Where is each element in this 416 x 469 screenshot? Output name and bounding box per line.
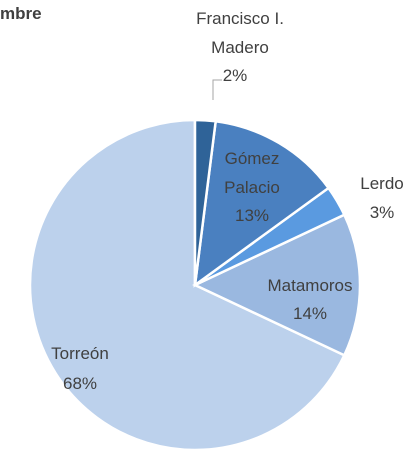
- pie-slice: [28, 118, 346, 452]
- slice-label: Lerdo: [360, 174, 404, 193]
- value-label: 2%: [222, 66, 248, 85]
- slice-label: Francisco I. Madero: [196, 9, 284, 57]
- value-label: 3%: [369, 203, 395, 222]
- pie-slice: [192, 213, 362, 357]
- value-label: 14%: [292, 304, 328, 323]
- pie-slice: [193, 119, 331, 288]
- slice-label: Gómez Palacio: [224, 149, 280, 197]
- value-label: 68%: [62, 374, 98, 393]
- slice-label: Matamoros: [267, 276, 353, 295]
- leader-line: [212, 79, 222, 100]
- value-label: 13%: [234, 206, 270, 225]
- slice-label: Torreón: [51, 344, 109, 363]
- chart-title: mbre: [0, 4, 42, 23]
- pie-slice: [193, 118, 218, 286]
